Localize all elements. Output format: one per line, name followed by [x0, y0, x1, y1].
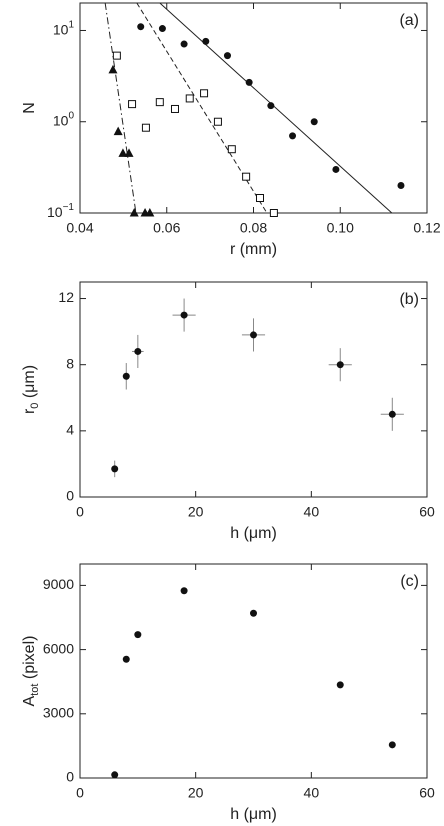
y-axis-label-unit: (pixel) — [21, 636, 38, 684]
x-axis-label: h (μm) — [230, 806, 277, 823]
point — [250, 331, 257, 339]
fit-line — [159, 2, 393, 214]
x-tick-label: 40 — [304, 785, 320, 801]
point — [202, 37, 210, 45]
point — [180, 40, 188, 48]
x-axis-label: r (mm) — [230, 241, 277, 258]
point — [134, 631, 142, 639]
point — [397, 182, 405, 190]
point — [128, 100, 137, 109]
y-axis-label-unit: (μm) — [21, 365, 38, 403]
y-tick-exponent: 1 — [68, 19, 74, 30]
point — [242, 172, 251, 181]
y-tick-label: 101 — [53, 19, 75, 37]
point — [250, 609, 257, 617]
point — [227, 145, 236, 154]
point — [256, 194, 265, 203]
point — [223, 52, 231, 60]
point — [310, 118, 318, 126]
point — [213, 117, 222, 126]
y-tick-exponent: 0 — [68, 110, 74, 121]
y-tick-label: 4 — [66, 422, 74, 438]
y-tick-label: 8 — [66, 355, 74, 371]
point — [388, 410, 396, 418]
x-tick-label: 0 — [76, 504, 84, 520]
y-tick-base: 10 — [53, 21, 69, 37]
x-tick-label: 40 — [304, 504, 320, 520]
y-axis-label-main: r — [21, 408, 38, 414]
x-tick-label: 60 — [419, 785, 435, 801]
fit-line — [136, 2, 268, 214]
y-tick-label: 100 — [53, 110, 75, 128]
x-tick-label: 0.12 — [413, 220, 440, 236]
plot-frame — [79, 563, 428, 779]
y-tick-exponent: −1 — [63, 202, 75, 213]
panel-label: (a) — [399, 12, 419, 29]
point — [122, 655, 130, 663]
y-tick-label: 12 — [58, 289, 74, 305]
point — [289, 132, 297, 140]
point — [332, 165, 340, 173]
y-tick-label: 9000 — [43, 576, 74, 592]
point — [267, 102, 275, 110]
point — [155, 98, 164, 107]
point — [113, 126, 123, 136]
x-tick-label: 0.04 — [66, 220, 93, 236]
point — [185, 94, 194, 103]
y-axis-label-main: N — [21, 102, 38, 114]
point — [141, 123, 150, 132]
y-tick-label: 0 — [66, 488, 74, 504]
point — [122, 372, 130, 380]
y-tick-base: 10 — [53, 112, 69, 128]
point — [158, 25, 166, 33]
y-tick-label: 6000 — [43, 640, 74, 656]
x-tick-label: 20 — [188, 504, 204, 520]
y-axis-label: N — [21, 102, 38, 114]
y-axis-label: Atot (pixel) — [21, 636, 41, 707]
point — [137, 23, 145, 31]
x-tick-label: 0.06 — [153, 220, 180, 236]
point — [200, 89, 209, 98]
y-axis-label-sub: tot — [29, 684, 41, 696]
point — [129, 208, 139, 217]
point — [124, 148, 134, 157]
fit-line — [104, 2, 137, 214]
panel-label: (c) — [400, 573, 419, 590]
point — [170, 104, 179, 113]
y-tick-base: 10 — [47, 204, 63, 220]
point — [180, 587, 188, 595]
point — [111, 465, 119, 473]
point — [112, 51, 121, 60]
point — [245, 78, 253, 86]
y-axis-label: r0 (μm) — [21, 365, 41, 414]
point — [108, 64, 118, 74]
x-tick-label: 0 — [76, 785, 84, 801]
y-tick-label: 3000 — [43, 705, 74, 721]
y-tick-label: 10−1 — [47, 202, 74, 220]
point — [336, 361, 344, 369]
point — [336, 681, 344, 689]
plot-frame — [79, 281, 428, 498]
point — [388, 741, 396, 749]
x-tick-label: 60 — [419, 504, 435, 520]
point — [145, 208, 155, 217]
y-axis-label-sub: 0 — [29, 403, 41, 409]
point — [111, 771, 119, 779]
x-tick-label: 0.08 — [240, 220, 267, 236]
point — [134, 347, 142, 355]
y-tick-label: 0 — [66, 769, 74, 785]
y-axis-label-main: A — [21, 695, 38, 706]
panel-label: (b) — [399, 291, 419, 308]
point — [269, 209, 278, 217]
x-tick-label: 20 — [188, 785, 204, 801]
x-tick-label: 0.10 — [327, 220, 354, 236]
x-axis-label: h (μm) — [230, 525, 277, 542]
point — [180, 311, 188, 319]
point — [118, 148, 128, 157]
